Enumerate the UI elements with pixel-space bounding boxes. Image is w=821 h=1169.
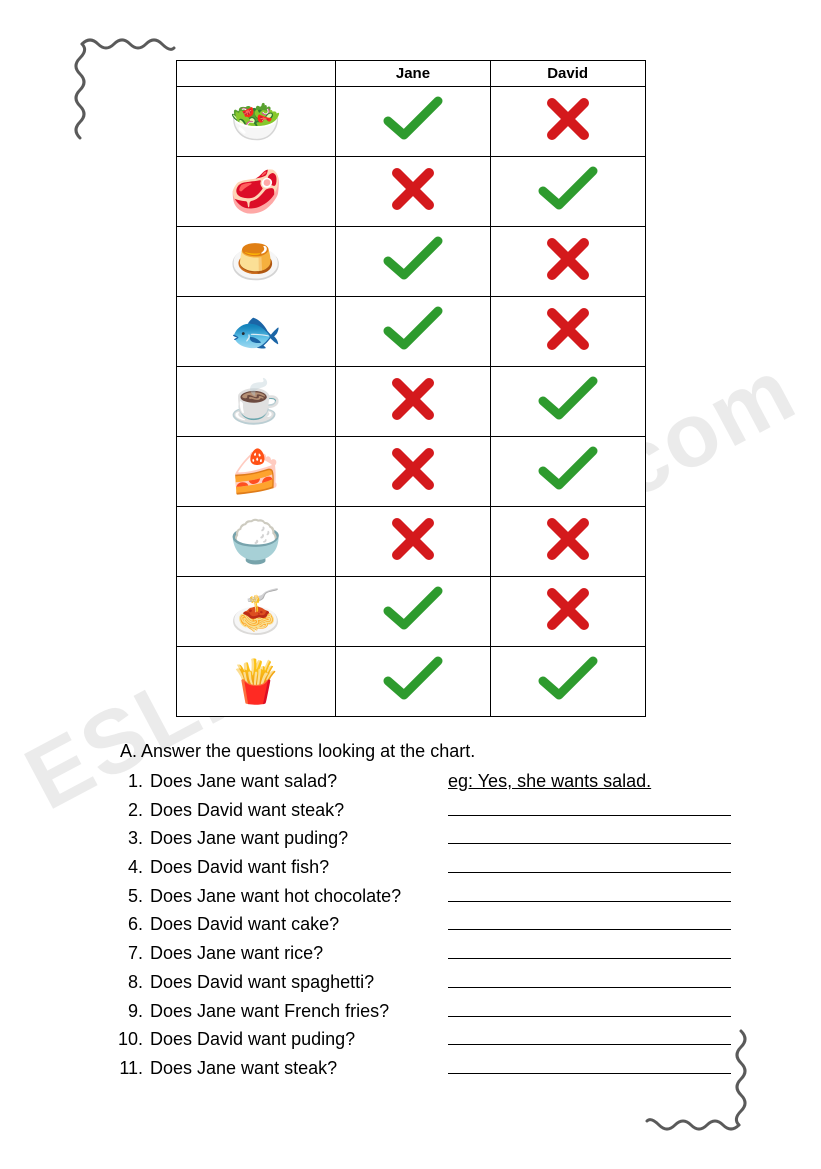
mark-jane-french-fries	[336, 647, 491, 717]
question-text: Does Jane want rice?	[150, 940, 440, 968]
question-text: Does David want cake?	[150, 911, 440, 939]
mark-jane-spaghetti	[336, 577, 491, 647]
mark-jane-salad	[336, 87, 491, 157]
question-text: Does Jane want steak?	[150, 1055, 440, 1083]
answer-blank-line[interactable]	[448, 1025, 731, 1045]
question-text: Does Jane want puding?	[150, 825, 440, 853]
table-row: ☕	[176, 367, 645, 437]
table-row: 🥩	[176, 157, 645, 227]
answer-blank-line[interactable]	[448, 1054, 731, 1074]
header-blank	[176, 61, 336, 87]
food-preference-table: Jane David 🥗 🥩 🍮 🐟 ☕ 🍰 🍚 🍝 🍟	[176, 60, 646, 717]
food-icon-hot-chocolate: ☕	[176, 367, 336, 437]
food-icon-salad: 🥗	[176, 87, 336, 157]
answer-blank-line[interactable]	[448, 825, 731, 845]
mark-david-spaghetti	[490, 577, 645, 647]
answer-blank-line[interactable]	[448, 968, 731, 988]
answer-blank-line[interactable]	[448, 796, 731, 816]
food-icon-spaghetti: 🍝	[176, 577, 336, 647]
question-item: Does David want spaghetti?	[148, 968, 731, 997]
mark-david-hot-chocolate	[490, 367, 645, 437]
food-icon-rice: 🍚	[176, 507, 336, 577]
mark-jane-steak	[336, 157, 491, 227]
table-row: 🍟	[176, 647, 645, 717]
question-text: Does Jane want hot chocolate?	[150, 883, 440, 911]
mark-david-steak	[490, 157, 645, 227]
question-item: Does Jane want hot chocolate?	[148, 882, 731, 911]
mark-david-salad	[490, 87, 645, 157]
header-jane: Jane	[336, 61, 491, 87]
table-row: 🐟	[176, 297, 645, 367]
question-text: Does David want steak?	[150, 797, 440, 825]
mark-david-rice	[490, 507, 645, 577]
mark-david-cake	[490, 437, 645, 507]
food-icon-french-fries: 🍟	[176, 647, 336, 717]
question-item: Does David want steak?	[148, 796, 731, 825]
answer-blank-line[interactable]	[448, 997, 731, 1017]
mark-jane-pudding	[336, 227, 491, 297]
question-item: Does Jane want salad? eg: Yes, she wants …	[148, 768, 731, 796]
section-a-instruction: A. Answer the questions looking at the c…	[120, 741, 731, 762]
answer-blank-line[interactable]	[448, 911, 731, 931]
mark-jane-fish	[336, 297, 491, 367]
question-item: Does David want fish?	[148, 853, 731, 882]
mark-david-fish	[490, 297, 645, 367]
table-row: 🍝	[176, 577, 645, 647]
question-item: Does Jane want French fries?	[148, 997, 731, 1026]
table-header-row: Jane David	[176, 61, 645, 87]
question-text: Does Jane want French fries?	[150, 998, 440, 1026]
question-text: Does Jane want salad?	[150, 768, 440, 796]
question-item: Does David want puding?	[148, 1025, 731, 1054]
table-row: 🍚	[176, 507, 645, 577]
question-item: Does Jane want steak?	[148, 1054, 731, 1083]
question-text: Does David want fish?	[150, 854, 440, 882]
mark-david-pudding	[490, 227, 645, 297]
question-text: Does David want spaghetti?	[150, 969, 440, 997]
food-icon-fish: 🐟	[176, 297, 336, 367]
question-item: Does Jane want rice?	[148, 939, 731, 968]
example-answer: eg: Yes, she wants salad.	[448, 768, 731, 796]
table-row: 🍰	[176, 437, 645, 507]
question-item: Does David want cake?	[148, 911, 731, 940]
mark-david-french-fries	[490, 647, 645, 717]
answer-blank-line[interactable]	[448, 882, 731, 902]
header-david: David	[490, 61, 645, 87]
mark-jane-cake	[336, 437, 491, 507]
food-icon-pudding: 🍮	[176, 227, 336, 297]
mark-jane-hot-chocolate	[336, 367, 491, 437]
table-row: 🍮	[176, 227, 645, 297]
question-item: Does Jane want puding?	[148, 825, 731, 854]
answer-blank-line[interactable]	[448, 853, 731, 873]
food-icon-steak: 🥩	[176, 157, 336, 227]
table-row: 🥗	[176, 87, 645, 157]
answer-blank-line[interactable]	[448, 939, 731, 959]
question-text: Does David want puding?	[150, 1026, 440, 1054]
question-list: Does Jane want salad? eg: Yes, she wants …	[148, 768, 731, 1083]
mark-jane-rice	[336, 507, 491, 577]
food-icon-cake: 🍰	[176, 437, 336, 507]
